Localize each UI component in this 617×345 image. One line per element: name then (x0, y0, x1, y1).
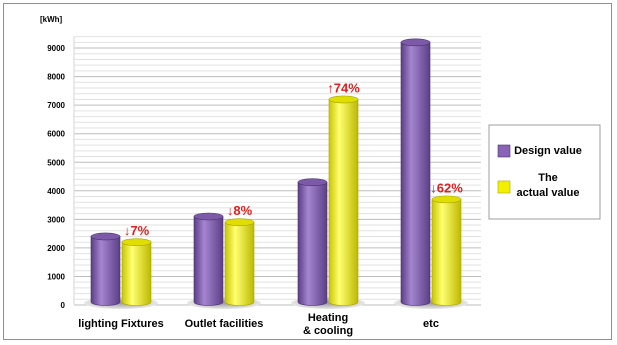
legend-label: Design value (514, 145, 582, 157)
bar-design (193, 212, 224, 306)
bar-design (90, 232, 121, 306)
y-tick-label: 6000 (47, 130, 65, 139)
y-tick-label: 3000 (47, 215, 65, 224)
change-annotation: ↑74% (327, 80, 360, 95)
bar-design (400, 38, 431, 306)
change-annotation: ↓7% (124, 223, 150, 238)
bar-actual (328, 95, 359, 306)
legend-item: Design value (497, 144, 582, 158)
y-tick-label: 8000 (47, 73, 65, 82)
x-category-label: Outlet facilities (185, 318, 264, 330)
legend-swatch (497, 144, 511, 158)
y-unit-label: [kWh] (40, 15, 63, 24)
y-tick-label: 9000 (47, 44, 65, 53)
bar-actual (224, 218, 255, 306)
legend-box (488, 124, 601, 220)
bar-chart: [kWh] 0 1000 2000 3000 4000 5000 6000 7000 8000 90… (40, 15, 601, 337)
bar-actual (121, 238, 152, 306)
labels: ↓7% lighting Fixtures ↓8% Outlet facilities… (78, 80, 463, 337)
x-category-label: etc (423, 318, 439, 330)
y-tick-label: 1000 (47, 272, 65, 281)
x-category-label: lighting Fixtures (78, 318, 164, 330)
bar-actual (431, 195, 462, 306)
bar-design (297, 178, 328, 306)
legend-label: The actual value (517, 172, 580, 199)
x-category-label: Heating & cooling (303, 312, 353, 337)
bars (84, 38, 468, 309)
y-tick-label: 2000 (47, 244, 65, 253)
y-tick-label: 0 (61, 301, 66, 310)
legend: Design value The actual value (488, 124, 601, 220)
change-annotation: ↓62% (430, 180, 463, 195)
y-tick-label: 7000 (47, 101, 65, 110)
y-axis: [kWh] 0 1000 2000 3000 4000 5000 6000 7000 8000 90… (40, 15, 75, 310)
change-annotation: ↓8% (227, 203, 253, 218)
legend-item: The actual value (497, 172, 580, 199)
chart-frame: [kWh] 0 1000 2000 3000 4000 5000 6000 7000 8000 90… (3, 3, 612, 340)
y-tick-label: 5000 (47, 158, 65, 167)
y-tick-label: 4000 (47, 187, 65, 196)
legend-swatch (497, 180, 511, 194)
